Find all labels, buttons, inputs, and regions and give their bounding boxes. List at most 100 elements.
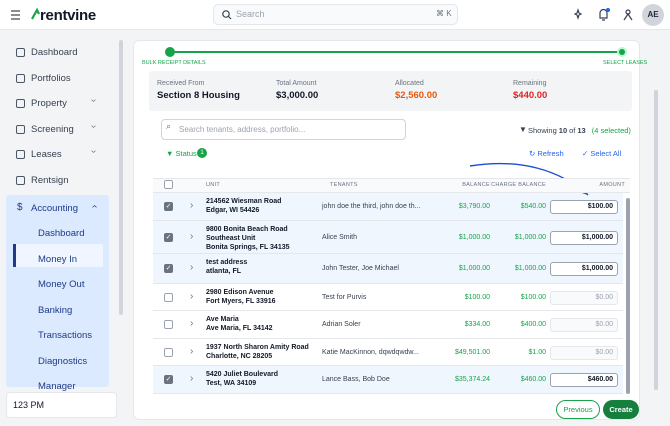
sub-nav-item[interactable]: Banking (38, 304, 73, 316)
row-checkbox[interactable]: ✓ (164, 264, 173, 273)
unit: 2980 Edison Avenue Fort Myers, FL 33916 (206, 288, 318, 306)
row-checkbox[interactable]: ✓ (164, 232, 173, 242)
step-dot (617, 47, 627, 57)
row-expand[interactable]: › (190, 290, 194, 302)
amount-input[interactable]: $460.00 (550, 373, 618, 387)
refresh-button[interactable]: ↻ Refresh (529, 149, 564, 158)
chevron: › (88, 98, 100, 103)
nav-item[interactable]: Screening (31, 123, 74, 135)
unit-address: Ave Maria (206, 316, 239, 323)
amount-input[interactable]: $0.00 (550, 290, 618, 305)
row-expand[interactable]: › (190, 230, 194, 242)
row-expand[interactable]: › (190, 200, 194, 211)
main-scrollbar (654, 90, 658, 390)
summary-label: Allocated (395, 80, 424, 87)
step-line (170, 51, 622, 53)
nav-item[interactable]: Accounting (31, 203, 79, 214)
row-checkbox[interactable] (164, 347, 173, 357)
tenants: Test for Purvis (322, 293, 367, 301)
showing: Showing 10 of 13 (4 selected) (528, 126, 631, 135)
unit: 214562 Wiesman Road Edgar, WI 54426 (206, 197, 318, 215)
avatar[interactable]: AE (642, 4, 664, 26)
unit-city: Fort Myers, FL 33916 (206, 298, 276, 305)
nav-icon (16, 99, 25, 108)
chevron: › (89, 204, 101, 209)
chevron: › (88, 124, 100, 128)
column-header: UNIT (206, 182, 221, 188)
sub-nav-item[interactable]: Transactions (38, 330, 93, 341)
status-filter[interactable]: ▼ Status (166, 149, 197, 158)
row-checkbox[interactable]: ✓ (164, 202, 173, 211)
search-shortcut: ⌘ K (436, 9, 452, 18)
unit-city: Edgar, WI 54426 (206, 207, 260, 214)
amount-input[interactable]: $1,000.00 (550, 262, 618, 276)
tenants: Adrian Soler (322, 321, 361, 328)
user-label: 123 PM (13, 400, 45, 410)
tenants: Katie MacKinnon, dqwdqwdw... (322, 348, 419, 356)
showing-part: (4 selected) (591, 126, 631, 135)
nav-icon (16, 73, 25, 83)
amount-input[interactable]: $100.00 (550, 200, 618, 214)
nav-item[interactable]: Leases (31, 149, 62, 160)
unit-address: 2980 Edison Avenue (206, 289, 274, 296)
sub-nav-item[interactable]: Money In (38, 253, 78, 265)
balance: $1,000.00 (458, 265, 490, 272)
unit-address: test address (206, 259, 248, 266)
search-icon: ⌕ (166, 121, 172, 131)
column-header: AMOUNT (599, 182, 625, 188)
showing-part: Showing (528, 126, 557, 135)
row-expand[interactable]: › (190, 373, 194, 384)
unit-address: 5420 Juliet Boulevard (206, 371, 278, 378)
summary-value: $2,560.00 (395, 90, 438, 101)
summary-value: Section 8 Housing (157, 90, 240, 101)
sub-nav-item[interactable]: Money Out (38, 279, 85, 290)
charge-balance: $1,000.00 (514, 265, 546, 272)
row-expand[interactable]: › (190, 262, 194, 273)
create-button[interactable]: Create (603, 400, 639, 419)
unit: Ave Maria Ave Maria, FL 34142 (206, 315, 318, 333)
select-all-button[interactable]: ✓ Select All (582, 149, 622, 158)
summary-value: $3,000.00 (276, 90, 319, 101)
charge-balance: $540.00 (520, 203, 546, 210)
header-checkbox[interactable] (164, 180, 173, 189)
amount-input[interactable]: $0.00 (550, 345, 618, 360)
sub-nav-item[interactable]: Diagnostics (38, 355, 88, 367)
row-checkbox[interactable] (164, 292, 173, 302)
nav-item[interactable]: Dashboard (31, 47, 78, 58)
step-dot (165, 47, 175, 57)
column-header: BALANCE (462, 182, 490, 188)
nav-item[interactable]: Portfolios (31, 72, 71, 84)
amount-input[interactable]: $0.00 (550, 318, 618, 332)
summary-label: Remaining (513, 80, 547, 87)
step-label: BULK RECEIPT DETAILS (142, 60, 206, 66)
table-search[interactable] (161, 119, 406, 140)
amount-input[interactable]: $1,000.00 (550, 230, 618, 245)
previous-button[interactable]: Previous (556, 400, 600, 419)
showing-part: 10 (558, 126, 568, 135)
tenants: Alice Smith (322, 233, 358, 241)
balance: $334.00 (464, 321, 490, 328)
showing-part: 13 (577, 126, 586, 135)
row-checkbox[interactable]: ✓ (164, 375, 173, 384)
column-header: CHARGE BALANCE (491, 182, 546, 188)
sub-nav-item[interactable]: Manager (38, 381, 76, 392)
unit: 9800 Bonita Beach Road Southeast Unit Bon… (206, 225, 318, 252)
unit: 1937 North Sharon Amity Road Charlotte, N… (206, 343, 318, 361)
table-search-placeholder: Search tenants, address, portfolio... (179, 125, 306, 134)
nav-icon: $ (17, 202, 23, 213)
nav-item[interactable]: Rentsign (31, 174, 69, 186)
balance: $35,374.24 (454, 376, 490, 383)
unit-city: Bonita Springs, FL 34135 (206, 244, 290, 251)
sub-nav-item[interactable]: Dashboard (38, 228, 85, 239)
charge-balance: $400.00 (520, 321, 546, 328)
summary-label: Total Amount (276, 80, 317, 87)
row-expand[interactable]: › (190, 345, 194, 357)
unit: 5420 Juliet Boulevard Test, WA 34109 (206, 370, 318, 388)
unit-address: 1937 North Sharon Amity Road (206, 344, 309, 351)
row-expand[interactable]: › (190, 318, 194, 329)
logo: rentvine (40, 7, 96, 24)
tenants: John Tester, Joe Michael (322, 265, 399, 272)
charge-balance: $1,000.00 (514, 233, 546, 241)
nav-item[interactable]: Property (31, 98, 67, 109)
row-checkbox[interactable] (164, 320, 173, 329)
